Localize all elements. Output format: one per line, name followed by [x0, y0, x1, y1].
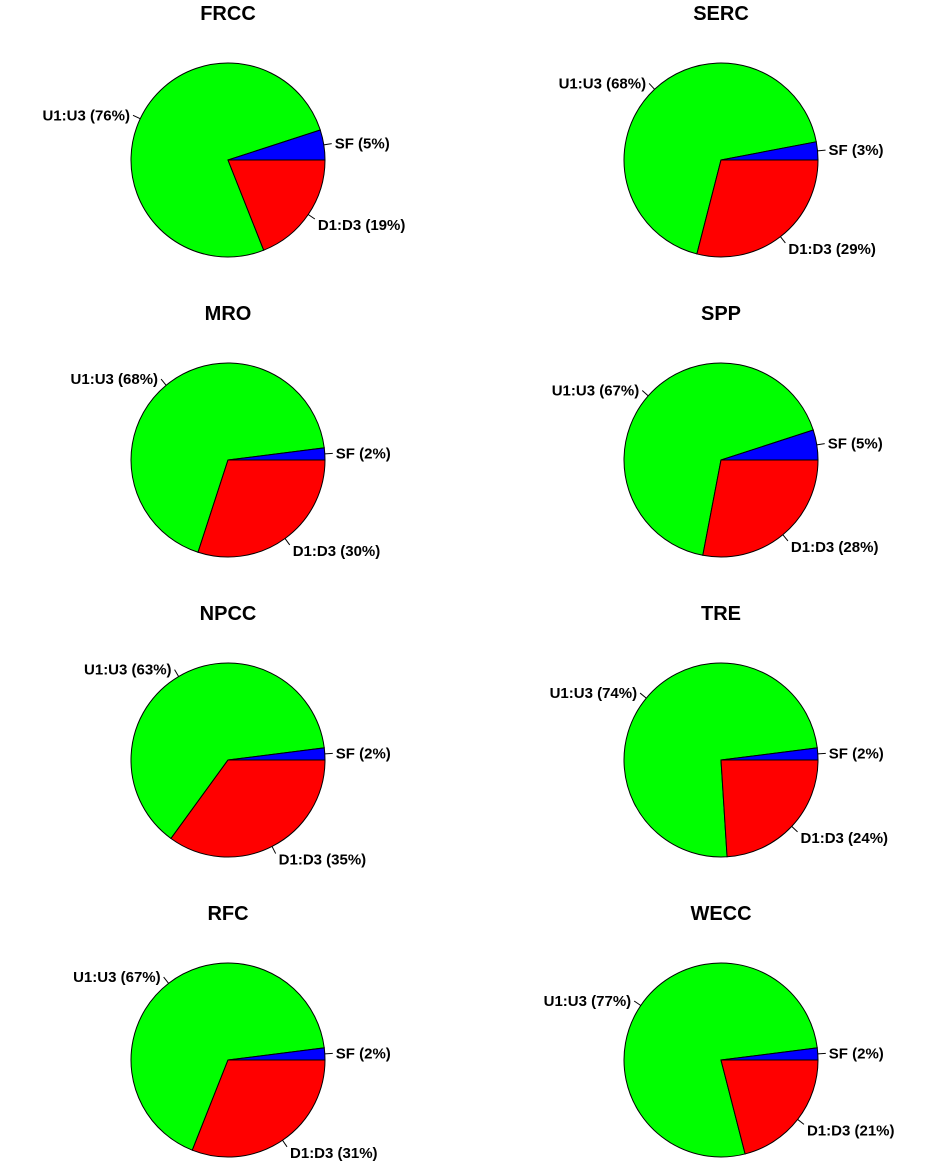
- label-leader-line: [817, 149, 826, 152]
- label-leader-line: [782, 534, 789, 542]
- pie-title: SPP: [701, 303, 741, 325]
- pie-slice-u1-u3: [130, 62, 321, 258]
- pie-title: MRO: [205, 303, 252, 325]
- pie-slice-d1-d3: [227, 159, 326, 251]
- slice-label-sf: SF (2%): [829, 745, 884, 762]
- label-leader-line: [324, 1052, 333, 1055]
- label-leader-line: [648, 83, 655, 90]
- pie-slice-d1-d3: [702, 459, 819, 558]
- pie-panel-rfc: RFC U1:U3 (67%) D1:D3 (31%) SF (2%): [73, 903, 391, 1161]
- slice-label-u1-u3: U1:U3 (76%): [42, 107, 130, 124]
- slice-label-d1-d3: D1:D3 (29%): [788, 241, 876, 258]
- slice-label-u1-u3: U1:U3 (68%): [559, 75, 647, 92]
- pie-slice-u1-u3: [130, 362, 325, 553]
- pie-slice-d1-d3: [720, 1059, 819, 1155]
- pie-slice-sf: [720, 429, 819, 461]
- pie-title: RFC: [207, 903, 248, 925]
- label-leader-line: [816, 443, 825, 446]
- label-leader-line: [163, 976, 169, 984]
- pie-panel-serc: SERC U1:U3 (68%) D1:D3 (29%) SF (3%): [559, 3, 884, 258]
- label-leader-line: [817, 1052, 826, 1055]
- label-leader-line: [324, 752, 333, 755]
- label-leader-line: [284, 538, 291, 546]
- slice-label-u1-u3: U1:U3 (77%): [544, 993, 632, 1010]
- label-leader-line: [132, 114, 141, 120]
- slice-label-sf: SF (3%): [829, 142, 884, 159]
- pie-title: WECC: [690, 903, 751, 925]
- label-leader-line: [817, 752, 826, 755]
- pie-panel-frcc: FRCC U1:U3 (76%) D1:D3 (19%) SF (5%): [42, 3, 406, 258]
- label-leader-line: [641, 390, 649, 397]
- pie-panel-mro: MRO U1:U3 (68%) D1:D3 (30%) SF (2%): [71, 303, 391, 560]
- pie-slice-d1-d3: [197, 459, 326, 558]
- pie-title: SERC: [693, 3, 749, 25]
- slice-label-u1-u3: U1:U3 (68%): [71, 371, 159, 388]
- pie-title: NPCC: [200, 603, 257, 625]
- pie-panel-spp: SPP U1:U3 (67%) D1:D3 (28%) SF (5%): [552, 303, 883, 558]
- slice-label-d1-d3: D1:D3 (28%): [791, 539, 879, 556]
- slice-label-d1-d3: D1:D3 (30%): [293, 543, 381, 560]
- pie-slice-d1-d3: [696, 159, 819, 258]
- pie-panel-tre: TRE U1:U3 (74%) D1:D3 (24%) SF (2%): [550, 603, 889, 858]
- slice-label-d1-d3: D1:D3 (35%): [279, 852, 367, 869]
- pie-panel-wecc: WECC U1:U3 (77%) D1:D3 (21%) SF (2%): [544, 903, 895, 1158]
- slice-label-sf: SF (5%): [335, 136, 390, 153]
- label-leader-line: [174, 669, 180, 677]
- label-leader-line: [160, 378, 167, 386]
- slice-label-d1-d3: D1:D3 (24%): [801, 830, 889, 847]
- slice-label-sf: SF (2%): [336, 445, 391, 462]
- slice-label-sf: SF (5%): [828, 436, 883, 453]
- slice-label-d1-d3: D1:D3 (19%): [318, 217, 406, 234]
- slice-label-sf: SF (2%): [336, 745, 391, 762]
- label-leader-line: [271, 846, 277, 854]
- label-leader-line: [791, 826, 798, 833]
- slice-label-u1-u3: U1:U3 (63%): [84, 662, 172, 679]
- label-leader-line: [323, 143, 332, 146]
- label-leader-line: [282, 1139, 288, 1148]
- pie-slice-sf: [227, 129, 326, 161]
- pie-slice-d1-d3: [170, 759, 326, 858]
- slice-label-u1-u3: U1:U3 (67%): [73, 969, 161, 986]
- slice-label-d1-d3: D1:D3 (21%): [807, 1122, 895, 1139]
- pie-slice-sf: [720, 141, 819, 161]
- label-leader-line: [797, 1119, 805, 1125]
- slice-label-d1-d3: D1:D3 (31%): [290, 1145, 378, 1161]
- pie-slice-u1-u3: [623, 62, 817, 255]
- slice-label-u1-u3: U1:U3 (74%): [550, 685, 638, 702]
- label-leader-line: [780, 236, 786, 244]
- slice-label-sf: SF (2%): [829, 1045, 884, 1062]
- label-leader-line: [633, 1000, 642, 1006]
- pie-panel-npcc: NPCC U1:U3 (63%) D1:D3 (35%) SF (2%): [84, 603, 391, 869]
- pie-slice-u1-u3: [130, 662, 325, 840]
- slice-label-sf: SF (2%): [336, 1045, 391, 1062]
- label-leader-line: [307, 214, 316, 220]
- slice-label-u1-u3: U1:U3 (67%): [552, 383, 640, 400]
- pie-slice-u1-u3: [130, 962, 325, 1151]
- label-leader-line: [639, 692, 647, 699]
- pie-title: TRE: [701, 603, 741, 625]
- pie-title: FRCC: [200, 3, 256, 25]
- label-leader-line: [324, 452, 333, 455]
